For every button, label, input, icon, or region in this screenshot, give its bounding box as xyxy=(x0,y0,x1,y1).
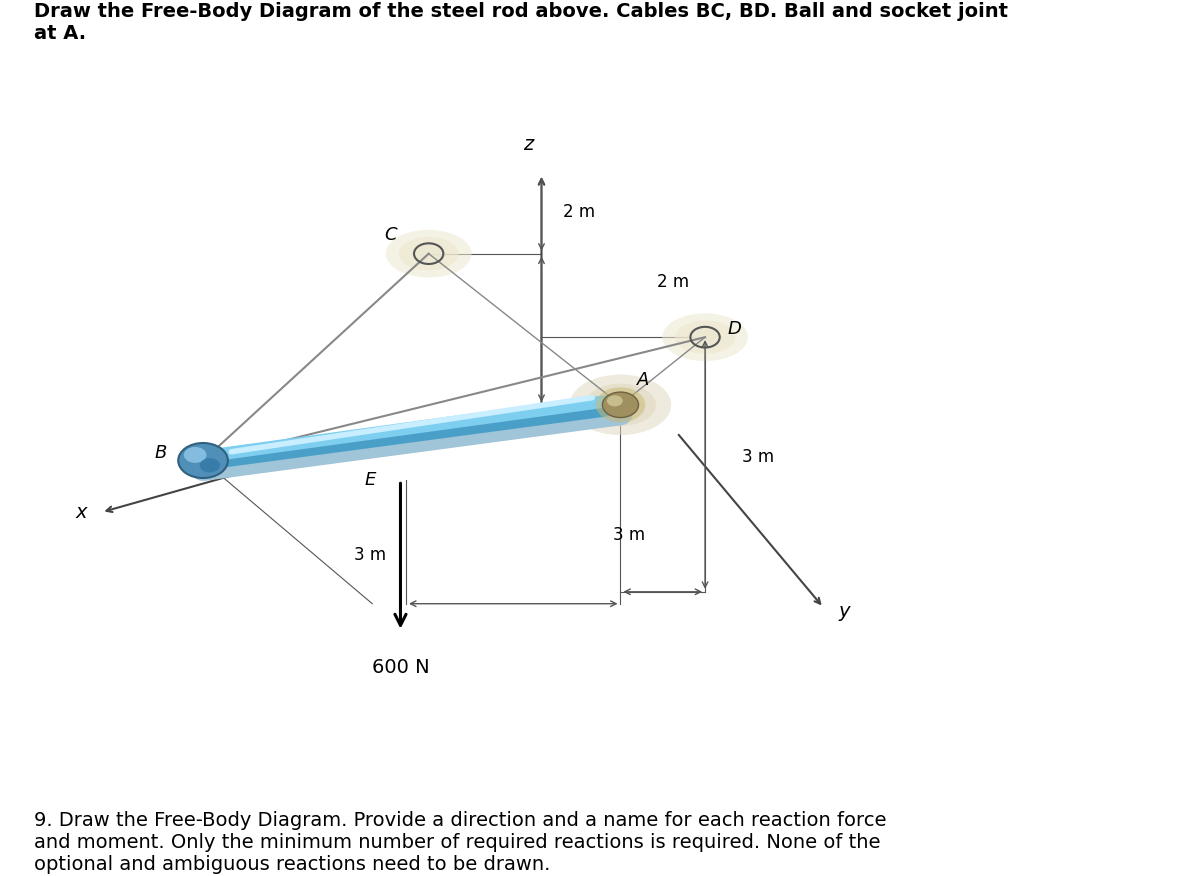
Circle shape xyxy=(199,458,220,472)
Circle shape xyxy=(179,443,228,478)
Text: A: A xyxy=(637,371,649,389)
Ellipse shape xyxy=(570,375,671,435)
Text: z: z xyxy=(523,135,533,154)
Text: 3 m: 3 m xyxy=(354,547,386,564)
Ellipse shape xyxy=(676,321,736,354)
Ellipse shape xyxy=(662,314,748,361)
Text: 600 N: 600 N xyxy=(372,658,430,677)
Ellipse shape xyxy=(386,230,472,278)
Ellipse shape xyxy=(584,384,656,426)
Circle shape xyxy=(602,392,638,418)
Text: E: E xyxy=(365,471,376,489)
Text: B: B xyxy=(155,443,167,462)
Ellipse shape xyxy=(688,328,722,347)
Text: Draw the Free-Body Diagram of the steel rod above. Cables BC, BD. Ball and socke: Draw the Free-Body Diagram of the steel … xyxy=(34,2,1008,43)
Text: D: D xyxy=(727,321,742,338)
Circle shape xyxy=(607,395,623,406)
Ellipse shape xyxy=(600,392,641,417)
Text: 9. Draw the Free-Body Diagram. Provide a direction and a name for each reaction : 9. Draw the Free-Body Diagram. Provide a… xyxy=(34,810,887,873)
Text: 3 m: 3 m xyxy=(613,526,646,544)
Ellipse shape xyxy=(412,244,446,263)
Text: 3 m: 3 m xyxy=(743,448,774,465)
Text: x: x xyxy=(76,503,86,522)
Text: C: C xyxy=(384,226,397,244)
Text: 2 m: 2 m xyxy=(563,203,595,222)
Text: y: y xyxy=(838,602,850,621)
Ellipse shape xyxy=(398,237,458,271)
Circle shape xyxy=(184,447,206,463)
Text: 2 m: 2 m xyxy=(656,273,689,292)
Circle shape xyxy=(595,387,646,422)
